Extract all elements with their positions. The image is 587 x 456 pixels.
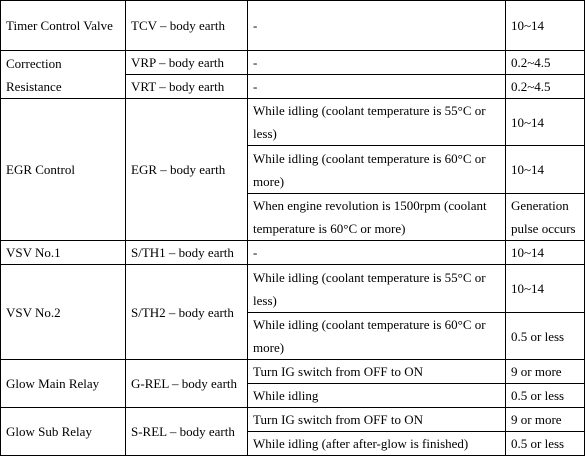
cell: 10~14	[505, 98, 585, 146]
cell: TCV – body earth	[125, 0, 248, 51]
cell: VRT – body earth	[125, 74, 248, 99]
cell: Turn IG switch from OFF to ON	[247, 407, 506, 432]
cell: 0.2~4.5	[505, 50, 585, 75]
row: VSV No.2 S/TH2 – body earth While idling…	[0, 264, 585, 360]
cell: While idling (coolant temperature is 55°…	[247, 264, 506, 313]
row: VRT – body earth - 0.2~4.5	[1, 74, 585, 99]
cell: 0.5 or less	[505, 431, 585, 456]
cell: 9 or more	[505, 359, 585, 384]
cell: VSV No.1	[0, 240, 126, 265]
cell: While idling (coolant temperature is 60°…	[247, 145, 506, 194]
cell: S-REL – body earth	[125, 407, 248, 456]
cell: G-REL – body earth	[125, 359, 248, 408]
cell: S/TH1 – body earth	[125, 240, 248, 265]
cell: -	[247, 0, 506, 51]
cell: Glow Main Relay	[0, 359, 126, 408]
cell: 9 or more	[505, 407, 585, 432]
cell: 0.5 or less	[505, 312, 585, 360]
cell: S/TH2 – body earth	[125, 264, 248, 360]
row: Glow Sub Relay S-REL – body earth Turn I…	[0, 407, 585, 456]
cell: Correction Resistance	[0, 50, 126, 99]
cell: EGR Control	[0, 98, 126, 241]
row: Glow Main Relay G-REL – body earth Turn …	[0, 359, 585, 408]
cell: EGR – body earth	[125, 98, 248, 241]
row: While idling (coolant temperature is 60°…	[1, 312, 585, 360]
row: EGR Control EGR – body earth While idlin…	[0, 98, 585, 241]
cell: -	[247, 74, 506, 99]
cell: While idling (after after-glow is finish…	[247, 431, 506, 456]
cell: Generation pulse occurs	[505, 193, 585, 241]
cell: 10~14	[505, 264, 585, 313]
cell: 0.2~4.5	[505, 74, 585, 99]
row: Timer Control Valve TCV – body earth - 1…	[0, 0, 585, 51]
cell: VSV No.2	[0, 264, 126, 360]
cell: 10~14	[505, 0, 585, 51]
cell: 10~14	[505, 145, 585, 194]
cell: 10~14	[505, 240, 585, 265]
cell: While idling	[247, 383, 506, 408]
cell: When engine revolution is 1500rpm (coola…	[247, 193, 506, 241]
cell: -	[247, 240, 506, 265]
row: VSV No.1 S/TH1 – body earth - 10~14	[0, 240, 585, 265]
cell: Turn IG switch from OFF to ON	[247, 359, 506, 384]
row: Correction Resistance VRP – body earth -…	[0, 50, 585, 99]
cell: While idling (coolant temperature is 60°…	[247, 312, 506, 360]
cell: Glow Sub Relay	[0, 407, 126, 456]
cell: While idling (coolant temperature is 55°…	[247, 98, 506, 146]
cell: Timer Control Valve	[0, 0, 126, 51]
cell: -	[247, 50, 506, 75]
cell: 0.5 or less	[505, 383, 585, 408]
cell: VRP – body earth	[125, 50, 248, 75]
